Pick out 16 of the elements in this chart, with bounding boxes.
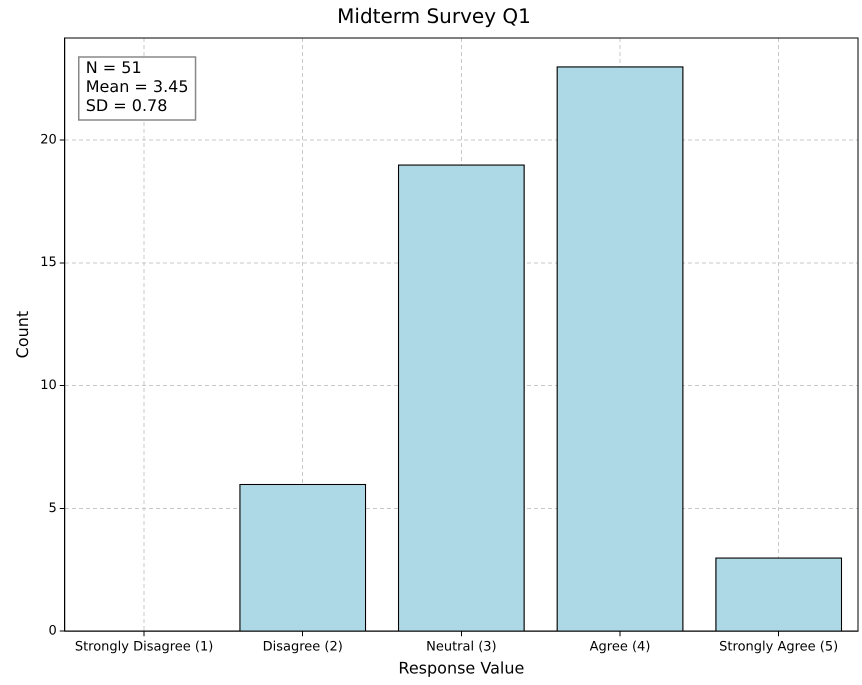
x-tick-label: Strongly Disagree (1)	[74, 639, 214, 654]
annotation: N = 51	[86, 58, 142, 78]
x-tick-label: Agree (4)	[590, 639, 650, 654]
y-axis-title: Count	[12, 310, 32, 358]
y-tick-label: 20	[40, 132, 57, 148]
y-tick-label: 15	[40, 255, 57, 270]
y-tick-label: 0	[48, 624, 57, 639]
x-tick-label: Strongly Agree (5)	[719, 639, 838, 654]
annotation: Mean = 3.45	[86, 77, 189, 96]
chart-title: Midterm Survey Q1	[337, 4, 531, 28]
x-axis-title: Response Value	[398, 658, 524, 678]
x-tick-label: Disagree (2)	[262, 639, 343, 654]
x-tick-label: Neutral (3)	[426, 639, 497, 654]
y-tick-label: 5	[48, 500, 57, 516]
annotation: SD = 0.78	[86, 96, 168, 116]
y-tick-label: 10	[40, 378, 57, 393]
